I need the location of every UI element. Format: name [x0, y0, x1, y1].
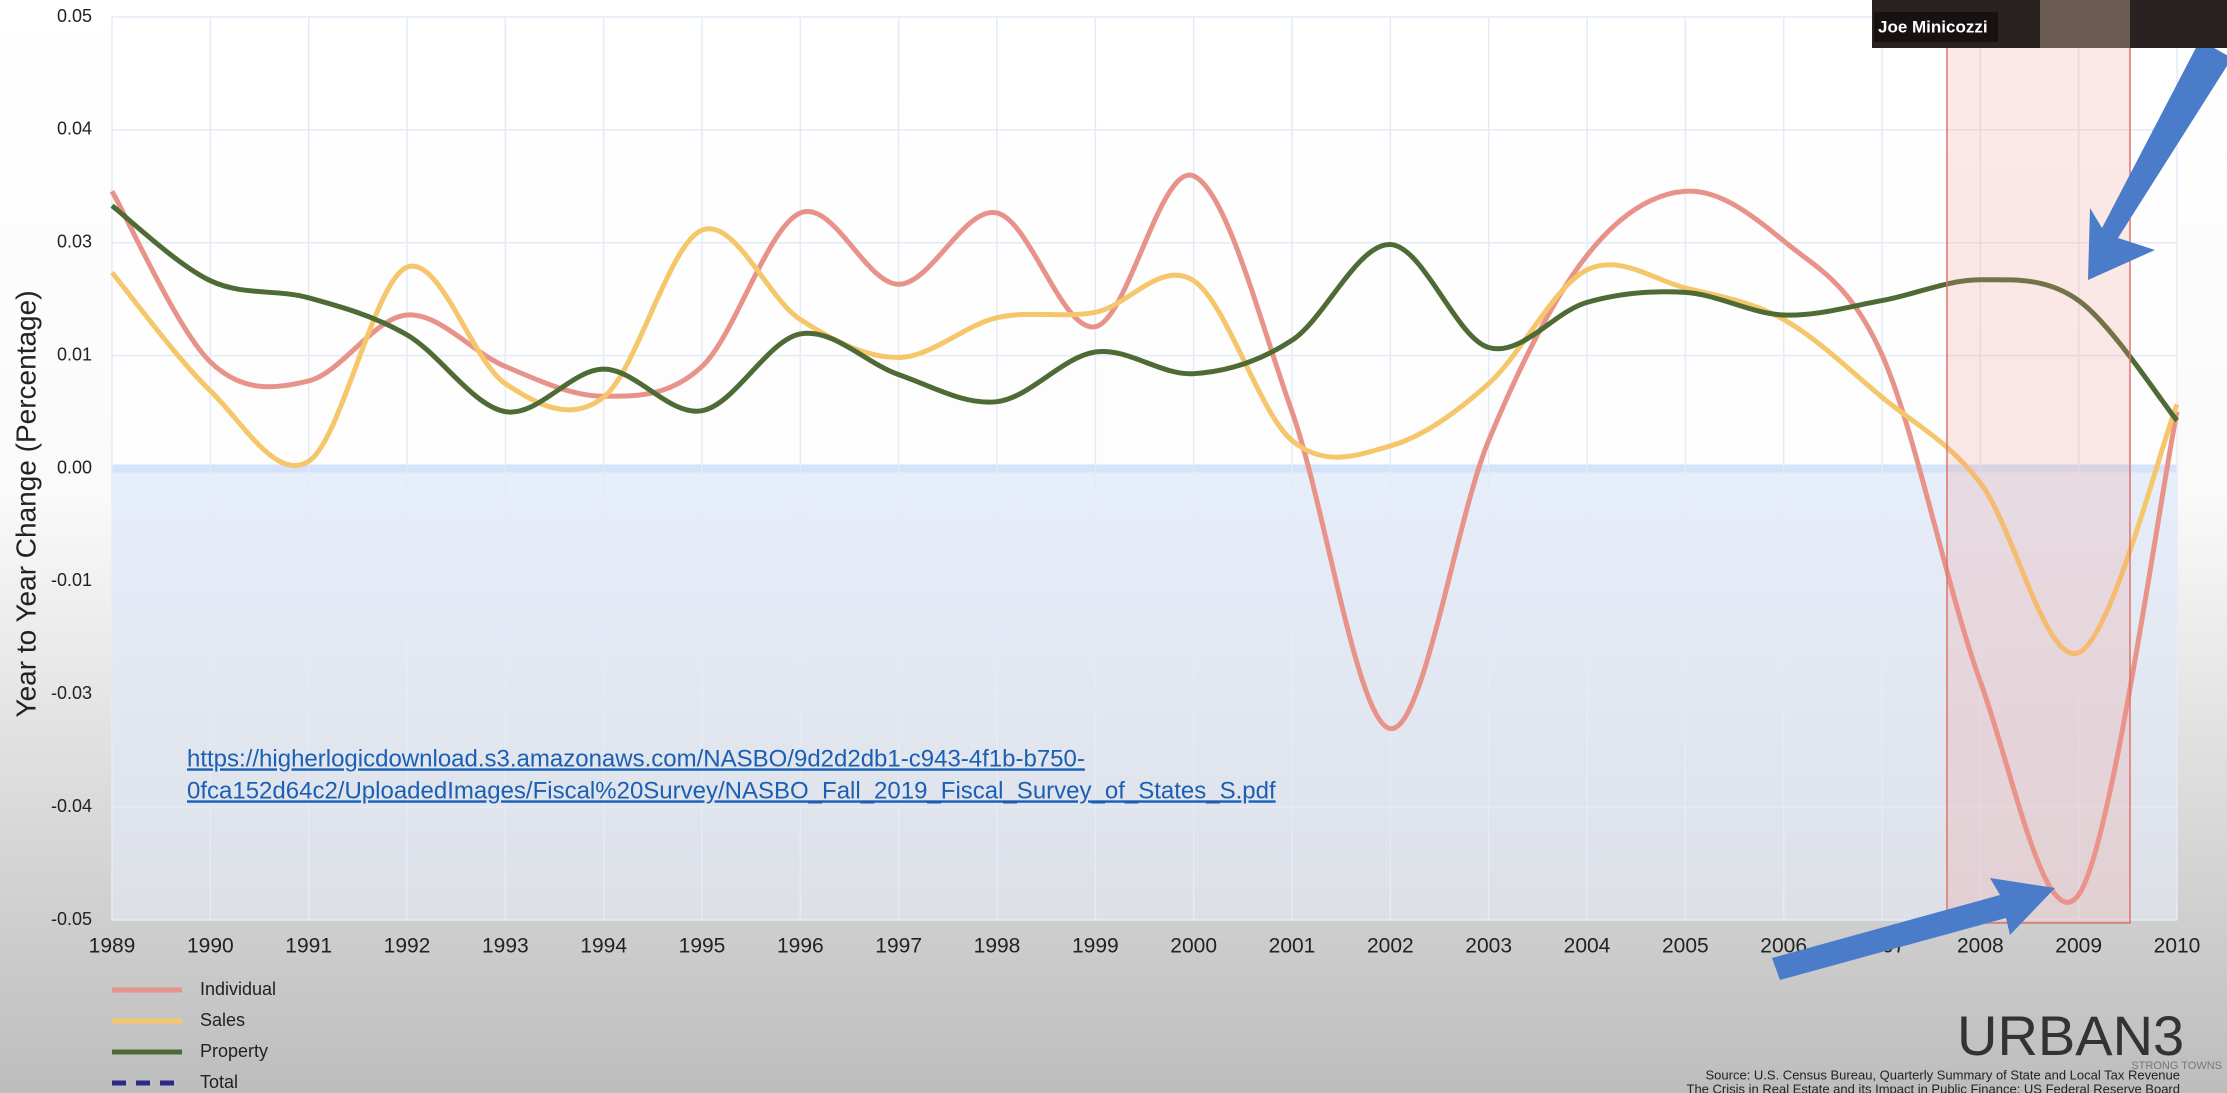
source-text: The Crisis in Real Estate and its Impact…	[1687, 1081, 2181, 1093]
y-tick-label: 0.03	[57, 232, 92, 252]
x-tick-label: 2000	[1170, 935, 1217, 958]
logo: URBAN3	[1957, 1004, 2184, 1067]
x-tick-label: 1997	[875, 935, 922, 958]
series-line	[110, 226, 2180, 656]
x-tick-label: 1992	[384, 935, 431, 958]
name-tag	[1874, 12, 1998, 42]
series-line	[109, 172, 2180, 905]
x-tick-label: 1998	[974, 935, 1021, 958]
y-tick-label: 0.01	[57, 344, 92, 364]
logo-sub: STRONG TOWNS	[2131, 1060, 2222, 1072]
x-tick-label: 1999	[1072, 935, 1119, 958]
x-tick-label: 2009	[2055, 935, 2102, 958]
x-tick-label: 1990	[187, 935, 234, 958]
series-line	[110, 203, 2179, 423]
x-tick-label: 1991	[285, 935, 332, 958]
legend-label: Individual	[200, 979, 276, 999]
x-tick-label: 1993	[482, 935, 529, 958]
highlight-box	[1946, 16, 2131, 924]
x-tick-label: 2003	[1465, 935, 1512, 958]
source-text: Source: U.S. Census Bureau, Quarterly Su…	[1706, 1067, 2181, 1082]
arrow	[2088, 40, 2227, 280]
video-face	[2040, 0, 2130, 48]
x-tick-label: 1995	[679, 935, 726, 958]
y-tick-label: 0.00	[57, 457, 92, 477]
arrow	[1772, 878, 2055, 980]
x-tick-label: 2008	[1957, 935, 2004, 958]
y-tick-label: -0.04	[51, 796, 92, 816]
y-tick-label: 0.05	[57, 6, 92, 26]
legend-label: Sales	[200, 1010, 245, 1030]
presenter-name: Joe Minicozzi	[1878, 17, 1988, 36]
x-tick-label: 2001	[1269, 935, 1316, 958]
legend-label: Property	[200, 1041, 268, 1061]
legend-label: Total	[200, 1072, 238, 1092]
link-text[interactable]: https://higherlogicdownload.s3.amazonaws…	[187, 745, 1085, 772]
y-tick-label: -0.03	[51, 683, 92, 703]
x-tick-label: 2005	[1662, 935, 1709, 958]
x-tick-label: 2010	[2154, 935, 2201, 958]
y-tick-label: -0.01	[51, 570, 92, 590]
y-axis-label: Year to Year Change (Percentage)	[10, 290, 41, 717]
x-tick-label: 2002	[1367, 935, 1414, 958]
x-tick-label: 2004	[1564, 935, 1611, 958]
link-text[interactable]: 0fca152d64c2/UploadedImages/Fiscal%20Sur…	[187, 777, 1276, 804]
x-tick-label: 1989	[89, 935, 136, 958]
y-tick-label: 0.04	[57, 119, 92, 139]
x-tick-label: 1996	[777, 935, 824, 958]
y-tick-label: -0.05	[51, 909, 92, 929]
x-tick-label: 1994	[580, 935, 627, 958]
